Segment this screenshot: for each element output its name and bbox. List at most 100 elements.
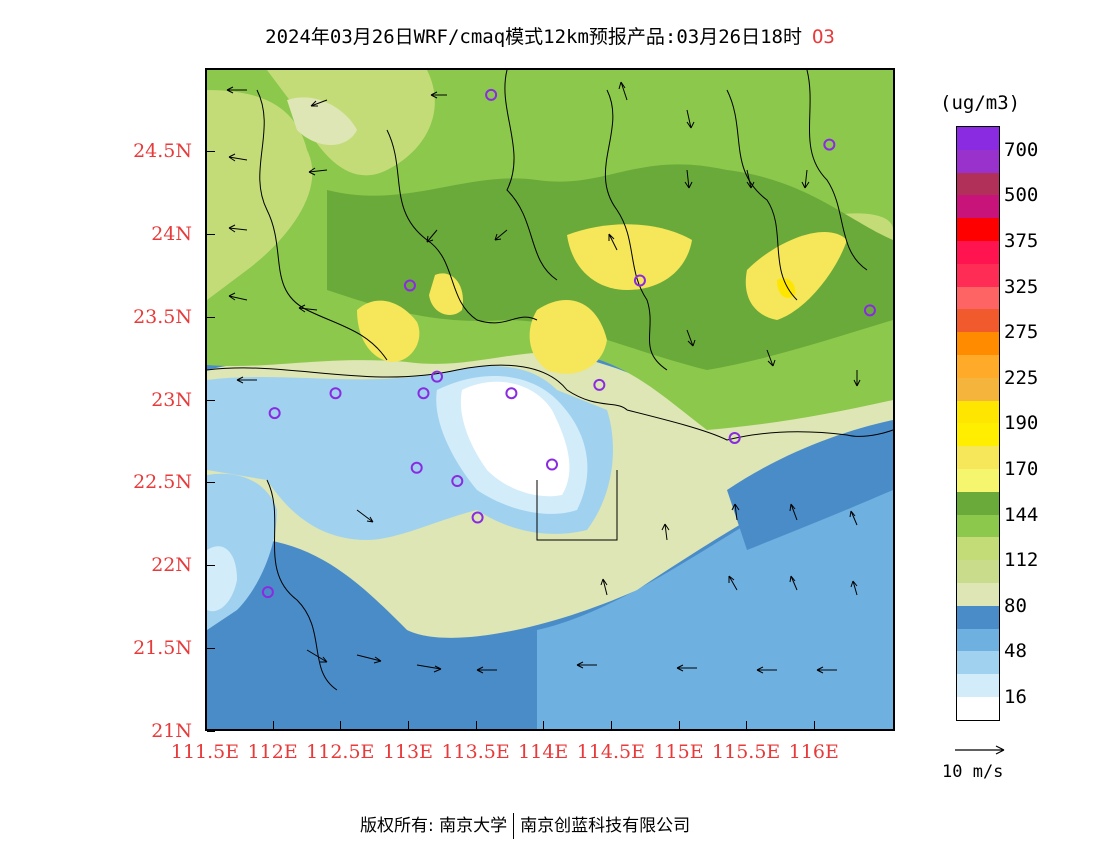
latitude-tick bbox=[207, 233, 215, 235]
station-marker bbox=[485, 88, 498, 101]
land-region-light-west bbox=[207, 90, 313, 300]
latitude-tick bbox=[207, 565, 215, 567]
footer-right: 南京创蓝科技有限公司 bbox=[520, 816, 691, 836]
wind-vectors bbox=[226, 81, 861, 674]
colorbar-unit: (ug/m3) bbox=[940, 92, 1021, 114]
reference-vector-arrow bbox=[955, 745, 1005, 755]
latitude-tick bbox=[207, 316, 215, 318]
colorbar-swatch bbox=[957, 195, 999, 219]
longitude-tick bbox=[746, 721, 748, 729]
colorbar-label: 190 bbox=[1004, 412, 1039, 435]
colorbar-swatch bbox=[957, 309, 999, 333]
colorbar-label: 375 bbox=[1004, 230, 1039, 252]
longitude-label: 112E bbox=[247, 741, 298, 763]
ozone-high-patch-1 bbox=[357, 300, 420, 362]
station-marker bbox=[633, 274, 646, 287]
ozone-map bbox=[205, 68, 895, 731]
colorbar-swatch bbox=[957, 491, 999, 515]
colorbar-label: 275 bbox=[1004, 321, 1039, 344]
station-marker bbox=[728, 431, 741, 444]
station-marker bbox=[593, 378, 606, 391]
colorbar-swatch bbox=[957, 263, 999, 287]
footer-left: 版权所有: 南京大学 bbox=[360, 816, 508, 836]
colorbar-swatch bbox=[957, 560, 999, 583]
colorbar-label: 16 bbox=[1004, 686, 1027, 708]
longitude-label: 111.5E bbox=[170, 741, 240, 763]
longitude-tick bbox=[813, 721, 815, 729]
colorbar-label: 225 bbox=[1004, 366, 1039, 389]
longitude-label: 115E bbox=[653, 741, 704, 763]
station-marker bbox=[329, 387, 342, 400]
station-marker bbox=[431, 370, 443, 383]
station-marker bbox=[546, 458, 558, 471]
latitude-tick bbox=[207, 150, 215, 152]
station-marker bbox=[451, 475, 464, 488]
colorbar-label: 48 bbox=[1004, 640, 1027, 663]
colorbar bbox=[956, 126, 1000, 721]
latitude-tick bbox=[207, 648, 215, 650]
latitude-tick bbox=[207, 399, 215, 401]
longitude-tick bbox=[475, 721, 477, 729]
longitude-tick bbox=[678, 721, 680, 729]
east-sea-region bbox=[727, 420, 893, 550]
copyright-footer: 版权所有: 南京大学 南京创蓝科技有限公司 bbox=[360, 811, 690, 839]
latitude-label: 21N bbox=[151, 720, 192, 742]
colorbar-swatch bbox=[957, 218, 999, 241]
latitude-label: 23N bbox=[151, 388, 192, 411]
latitude-label: 22N bbox=[151, 554, 192, 577]
land-region-pale-north bbox=[287, 97, 357, 145]
colorbar-swatch bbox=[957, 423, 999, 447]
colorbar-swatch bbox=[957, 240, 999, 264]
ozone-high-patch-3 bbox=[529, 300, 607, 374]
latitude-label: 24N bbox=[151, 222, 192, 245]
longitude-tick bbox=[407, 721, 409, 729]
colorbar-swatch bbox=[957, 582, 999, 606]
colorbar-label: 170 bbox=[1004, 458, 1039, 480]
west-coast-lower-region bbox=[207, 546, 237, 612]
colorbar-label: 144 bbox=[1004, 503, 1039, 526]
longitude-label: 116E bbox=[788, 741, 839, 763]
longitude-tick bbox=[340, 721, 342, 729]
species-label: O3 bbox=[811, 26, 835, 48]
latitude-tick bbox=[207, 731, 215, 732]
station-marker bbox=[863, 304, 876, 317]
colorbar-swatch bbox=[957, 674, 999, 697]
station-marker bbox=[505, 387, 518, 400]
longitude-tick bbox=[543, 721, 545, 729]
colorbar-label: 500 bbox=[1004, 184, 1039, 207]
longitude-tick bbox=[205, 721, 206, 729]
station-markers bbox=[261, 88, 876, 599]
ozone-high-patch-5 bbox=[745, 231, 847, 320]
map-svg bbox=[207, 70, 893, 729]
colorbar-label: 700 bbox=[1004, 138, 1039, 161]
station-marker bbox=[410, 461, 423, 474]
latitude-tick bbox=[207, 482, 215, 484]
longitude-tick bbox=[610, 721, 612, 729]
colorbar-swatch bbox=[957, 332, 999, 355]
colorbar-swatch bbox=[957, 127, 999, 150]
delta-lowest-region bbox=[460, 381, 570, 497]
station-marker bbox=[403, 279, 416, 292]
colorbar-swatch bbox=[957, 468, 999, 492]
colorbar-swatch bbox=[957, 514, 999, 538]
colorbar-swatch bbox=[957, 696, 999, 720]
longitude-label: 115.5E bbox=[712, 741, 781, 763]
colorbar-swatch bbox=[957, 628, 999, 652]
latitude-label: 21.5N bbox=[133, 637, 192, 660]
station-marker bbox=[268, 407, 281, 420]
colorbar-swatch bbox=[957, 172, 999, 196]
ozone-high-patch-4 bbox=[567, 224, 692, 290]
colorbar-label: 80 bbox=[1004, 594, 1027, 617]
longitude-tick bbox=[272, 721, 274, 729]
longitude-label: 112.5E bbox=[306, 741, 375, 763]
longitude-label: 113.5E bbox=[441, 741, 510, 763]
longitude-label: 114E bbox=[518, 741, 569, 763]
colorbar-swatch bbox=[957, 377, 999, 401]
station-marker bbox=[471, 511, 484, 524]
reference-vector-label: 10 m/s bbox=[942, 762, 1004, 782]
station-marker bbox=[417, 387, 430, 400]
station-marker bbox=[823, 138, 836, 151]
station-marker bbox=[261, 586, 274, 599]
latitude-label: 24.5N bbox=[133, 139, 192, 162]
colorbar-swatch bbox=[957, 400, 999, 424]
